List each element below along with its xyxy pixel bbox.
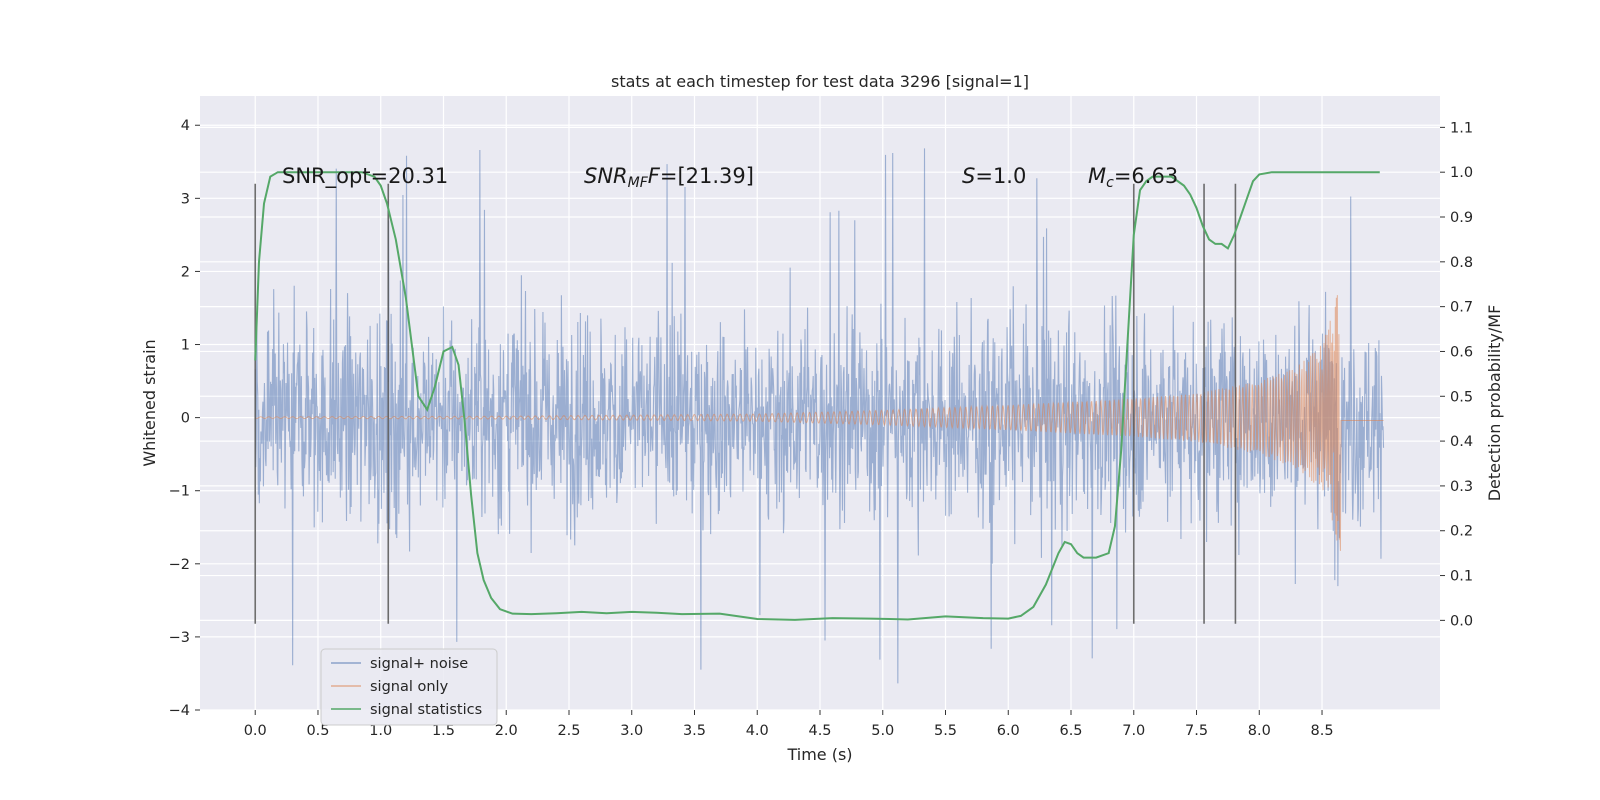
annotation-snr-mf-prefix: SNR <box>584 164 628 188</box>
annotation-snr-mf-f: F <box>648 164 661 188</box>
legend-label-signal-only: signal only <box>370 679 449 695</box>
annotation-snr-opt: SNR_opt=20.31 <box>282 164 448 189</box>
x-tick-label: 2.5 <box>557 723 580 739</box>
y-tick-label-left: 1 <box>181 338 190 354</box>
annotation-mc-sub: c <box>1106 175 1114 191</box>
legend-box <box>320 648 498 726</box>
annotation-s: S=1.0 <box>962 164 1026 188</box>
annotation-mc-symbol: M <box>1088 164 1106 188</box>
y-tick-label-right: 0.9 <box>1450 210 1473 226</box>
y-tick-label-left: 2 <box>181 264 190 280</box>
y-tick-label-right: 0.7 <box>1450 300 1473 316</box>
y-tick-label-right: 0.4 <box>1450 434 1473 450</box>
y-axis-label-right: Detection probability/MF <box>1485 305 1504 502</box>
y-tick-label-left: −1 <box>169 484 190 500</box>
y-tick-label-left: 3 <box>181 191 190 207</box>
annotation-mc-value: =6.63 <box>1114 164 1178 188</box>
y-tick-label-right: 0.2 <box>1450 524 1473 540</box>
x-tick-label: 4.0 <box>746 723 769 739</box>
x-tick-label: 3.0 <box>620 723 643 739</box>
x-tick-label: 0.0 <box>244 723 267 739</box>
y-tick-label-right: 0.0 <box>1450 613 1473 629</box>
x-tick-label: 2.0 <box>495 723 518 739</box>
y-tick-label-left: −4 <box>169 703 190 719</box>
y-tick-label-right: 0.5 <box>1450 389 1473 405</box>
x-tick-label: 3.5 <box>683 723 706 739</box>
y-tick-label-left: −2 <box>169 557 190 573</box>
annotation-s-symbol: S <box>962 164 975 188</box>
x-tick-label: 6.5 <box>1059 723 1082 739</box>
x-tick-label: 1.5 <box>432 723 455 739</box>
annotation-mc: Mc=6.63 <box>1088 164 1178 191</box>
x-tick-label: 8.0 <box>1248 723 1271 739</box>
signal-only-line <box>255 295 1384 551</box>
series-signal-statistics <box>254 171 1380 621</box>
signal-statistics-line <box>254 171 1380 621</box>
vertical-markers <box>254 183 1237 624</box>
x-tick-label: 7.0 <box>1122 723 1145 739</box>
chart-title: stats at each timestep for test data 329… <box>611 72 1029 91</box>
x-tick-label: 5.5 <box>934 723 957 739</box>
x-tick-label: 6.0 <box>997 723 1020 739</box>
axis-ticks: 0.0 0.5 1.0 1.5 2.0 2.5 3.0 3.5 4.0 4.5 5.0 5.5 6.0 6… <box>169 118 1473 739</box>
y-tick-label-right: 0.3 <box>1450 479 1473 495</box>
series-signal-only <box>255 295 1384 551</box>
annotation-s-value: =1.0 <box>975 164 1026 188</box>
y-tick-label-right: 1.1 <box>1450 120 1473 136</box>
x-tick-label: 7.5 <box>1185 723 1208 739</box>
annotation-snr-mf-sub: MF <box>628 175 649 191</box>
y-tick-label-left: 4 <box>181 118 190 134</box>
y-tick-label-right: 0.6 <box>1450 344 1473 360</box>
x-tick-label: 1.0 <box>369 723 392 739</box>
y-tick-label-right: 0.8 <box>1450 255 1473 271</box>
legend-label-signal-statistics: signal statistics <box>370 702 482 718</box>
x-tick-label: 8.5 <box>1310 723 1333 739</box>
x-tick-label: 0.5 <box>306 723 329 739</box>
legend-label-signal-noise: signal+ noise <box>370 656 468 672</box>
x-tick-label: 4.5 <box>808 723 831 739</box>
y-tick-label-left: −3 <box>169 630 190 646</box>
x-tick-label: 5.0 <box>871 723 894 739</box>
legend: signal+ noise signal only signal statist… <box>320 648 498 726</box>
y-tick-label-right: 0.1 <box>1450 569 1473 585</box>
x-axis-label: Time (s) <box>786 745 852 764</box>
annotation-snr-mf: SNRMFF=[21.39] <box>584 164 754 191</box>
annotation-snr-mf-value: =[21.39] <box>660 164 754 188</box>
y-tick-label-left: 0 <box>181 411 190 427</box>
y-axis-label-left: Whitened strain <box>140 339 159 466</box>
y-tick-label-right: 1.0 <box>1450 165 1473 181</box>
